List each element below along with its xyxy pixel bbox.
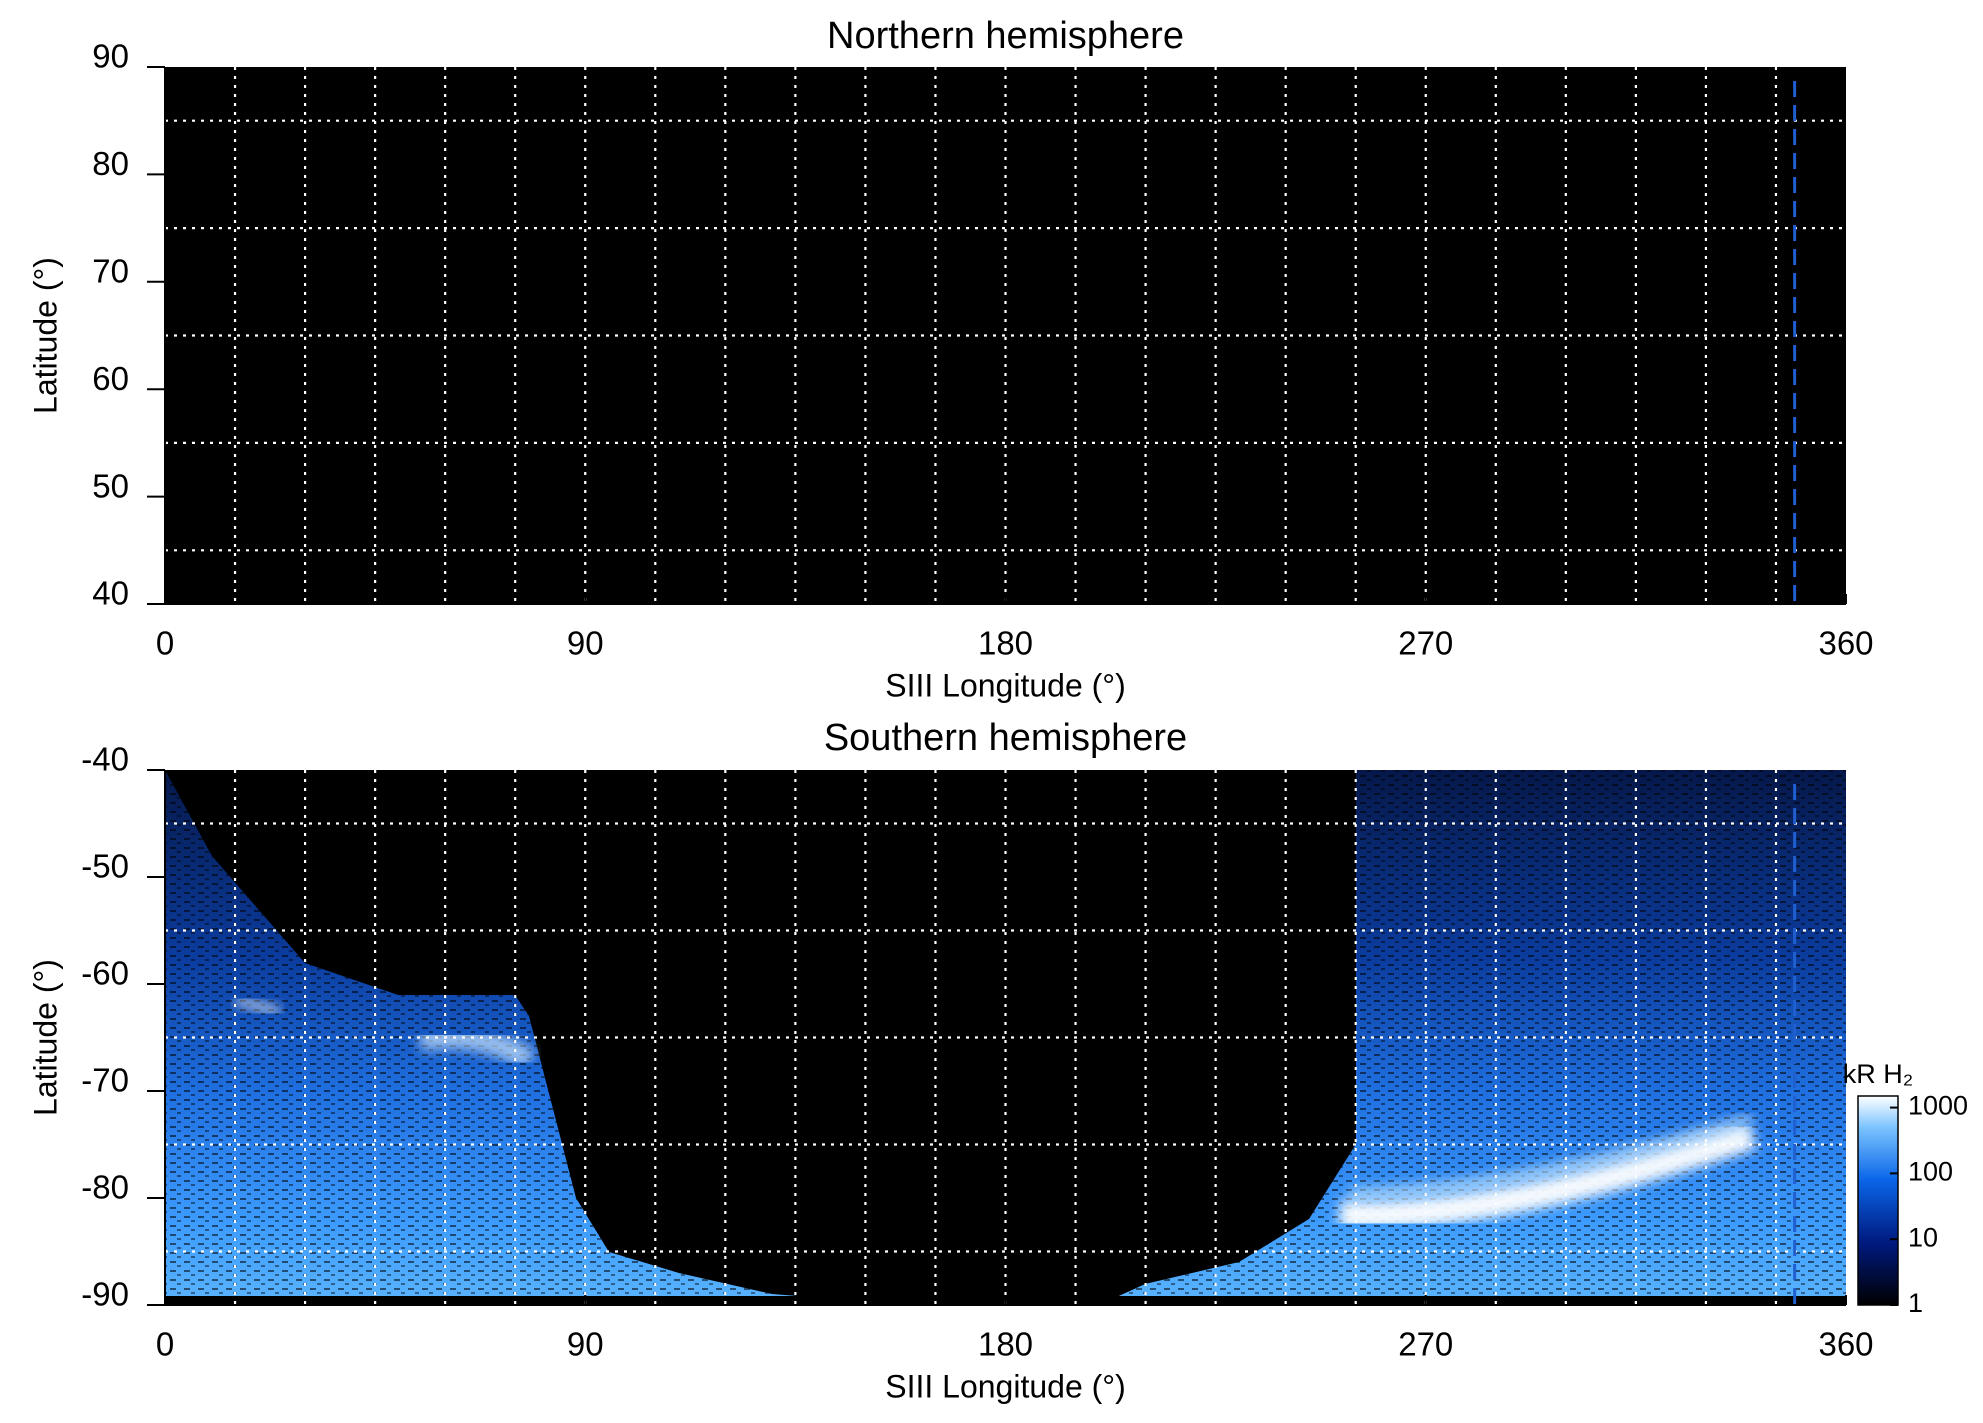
x-tick-label: 0 bbox=[156, 625, 174, 662]
colorbar-tick-label: 1 bbox=[1908, 1288, 1923, 1318]
x-axis-label: SIII Longitude (°) bbox=[885, 667, 1125, 703]
y-tick-label: 60 bbox=[92, 360, 129, 397]
x-tick-label: 180 bbox=[978, 625, 1033, 662]
colorbar bbox=[1857, 1095, 1899, 1306]
x-axis-label: SIII Longitude (°) bbox=[885, 1368, 1125, 1404]
x-tick-label: 90 bbox=[567, 625, 604, 662]
y-tick-label: -90 bbox=[81, 1276, 129, 1313]
x-tick-label: 90 bbox=[567, 1326, 604, 1363]
y-axis-label: Latitude (°) bbox=[27, 959, 63, 1116]
y-tick-label: 80 bbox=[92, 145, 129, 182]
colorbar-tick-label: 100 bbox=[1908, 1157, 1953, 1187]
y-tick-label: 40 bbox=[92, 575, 129, 612]
y-tick-label: -40 bbox=[81, 741, 129, 778]
x-tick-label: 270 bbox=[1398, 625, 1453, 662]
y-tick-label: 50 bbox=[92, 467, 129, 504]
x-tick-label: 180 bbox=[978, 1326, 1033, 1363]
y-tick-label: -60 bbox=[81, 955, 129, 992]
colorbar-tick-label: 10 bbox=[1908, 1222, 1938, 1252]
x-tick-label: 270 bbox=[1398, 1326, 1453, 1363]
x-tick-label: 0 bbox=[156, 1326, 174, 1363]
y-tick-label: 90 bbox=[92, 38, 129, 75]
y-tick-label: -80 bbox=[81, 1169, 129, 1206]
y-tick-label: -70 bbox=[81, 1062, 129, 1099]
y-axis-label: Latitude (°) bbox=[27, 257, 63, 414]
x-tick-label: 360 bbox=[1818, 625, 1873, 662]
x-tick-label: 360 bbox=[1818, 1326, 1873, 1363]
colorbar-tick-label: 1000 bbox=[1908, 1091, 1968, 1121]
colorbar-label: kR H₂ bbox=[1843, 1059, 1913, 1089]
chart-title: Southern hemisphere bbox=[824, 717, 1187, 759]
y-tick-label: -50 bbox=[81, 848, 129, 885]
chart-title: Northern hemisphere bbox=[827, 15, 1184, 57]
y-tick-label: 70 bbox=[92, 253, 129, 290]
